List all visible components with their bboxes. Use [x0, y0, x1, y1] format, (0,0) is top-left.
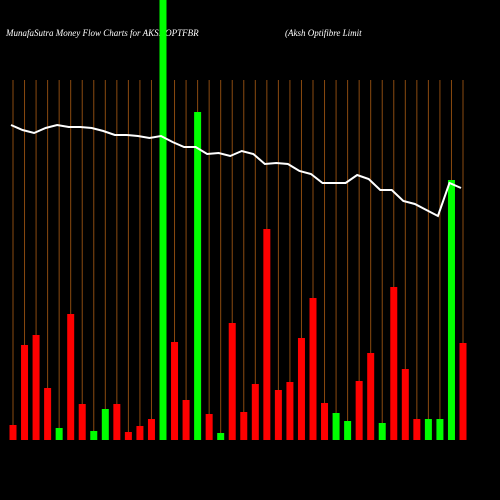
bar	[424, 419, 432, 440]
bar	[159, 0, 167, 440]
chart-title: MunafaSutra Money Flow Charts for AKSHOP…	[5, 28, 199, 38]
bar	[32, 335, 40, 440]
bar	[459, 343, 467, 440]
bar	[113, 404, 121, 440]
bar	[263, 229, 271, 440]
bar	[274, 390, 282, 440]
bar	[286, 382, 294, 440]
bar	[194, 112, 202, 440]
bar	[44, 388, 52, 440]
bar	[332, 413, 340, 440]
bar	[390, 287, 398, 440]
bar	[251, 384, 259, 440]
bar	[447, 180, 455, 440]
bar	[182, 400, 190, 440]
bar	[321, 403, 329, 440]
bar	[171, 342, 179, 440]
bar	[147, 419, 155, 440]
bar	[78, 404, 86, 440]
bar	[124, 432, 132, 440]
bar	[401, 369, 409, 440]
bar	[9, 425, 17, 440]
bar	[367, 353, 375, 440]
bar	[217, 433, 225, 440]
price-line	[10, 123, 462, 218]
bar	[90, 431, 98, 440]
bar	[205, 414, 213, 440]
bar	[436, 419, 444, 440]
bar	[21, 345, 29, 440]
bar	[309, 298, 317, 440]
chart-subtitle: (Aksh Optifibre Limit	[285, 28, 362, 38]
bar	[228, 323, 236, 440]
bar	[355, 381, 363, 440]
bar	[136, 426, 144, 440]
bar	[240, 412, 248, 440]
bar	[378, 423, 386, 440]
bar	[413, 419, 421, 440]
bar	[297, 338, 305, 440]
bar	[101, 409, 109, 440]
bar	[55, 428, 63, 440]
bar	[344, 421, 352, 440]
bar	[67, 314, 75, 440]
